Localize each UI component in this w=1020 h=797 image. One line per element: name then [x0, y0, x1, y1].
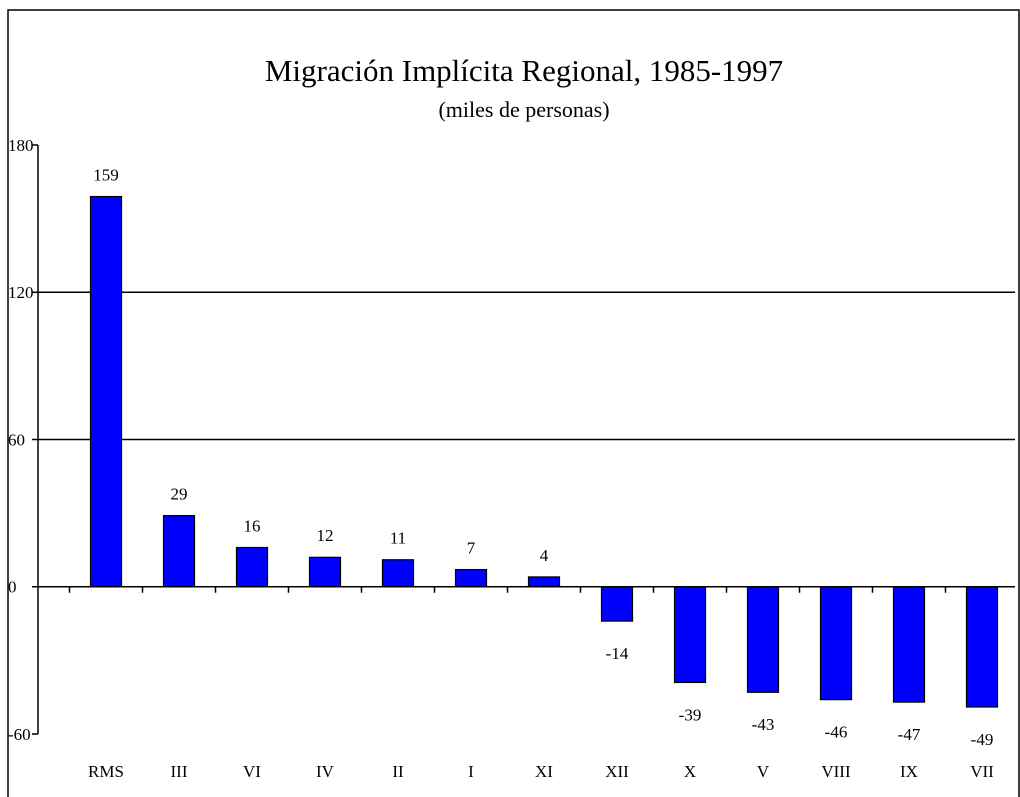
bar	[673, 586, 707, 684]
data-label: 7	[467, 538, 476, 557]
data-label: 12	[317, 526, 334, 545]
y-tick-label: -60	[8, 725, 31, 744]
bar	[819, 586, 853, 701]
bar	[454, 568, 488, 588]
x-tick-label: II	[392, 762, 404, 781]
x-tick-label: RMS	[88, 762, 124, 781]
data-label: 16	[244, 516, 261, 535]
x-tick-label: I	[468, 762, 474, 781]
bar	[746, 586, 780, 693]
data-label: 29	[171, 484, 188, 503]
bar	[892, 586, 926, 703]
data-label: -49	[971, 730, 994, 749]
chart-frame	[7, 9, 1020, 797]
x-tick-label: III	[171, 762, 188, 781]
data-label: 159	[93, 165, 119, 184]
data-label: -14	[606, 644, 629, 663]
x-tick-label: VIII	[821, 762, 851, 781]
data-label: -43	[752, 715, 775, 734]
bar	[965, 586, 999, 708]
bar	[381, 559, 415, 588]
x-tick-label: X	[684, 762, 696, 781]
y-tick-label: 0	[8, 578, 17, 597]
y-tick-label: 180	[8, 136, 34, 155]
bar	[308, 556, 342, 588]
chart-title: Migración Implícita Regional, 1985-1997	[265, 53, 783, 88]
data-label: 4	[540, 546, 549, 565]
x-tick-label: IV	[316, 762, 335, 781]
data-label: 11	[390, 529, 406, 548]
data-label: -46	[825, 723, 848, 742]
x-tick-label: XII	[605, 762, 629, 781]
bar	[527, 576, 561, 588]
bar	[89, 195, 123, 588]
y-tick-label: 120	[8, 283, 34, 302]
x-tick-label: IX	[900, 762, 918, 781]
bar	[162, 514, 196, 588]
chart-subtitle: (miles de personas)	[438, 97, 609, 122]
data-label: -39	[679, 705, 702, 724]
bar	[235, 546, 269, 588]
bar	[600, 586, 634, 622]
x-tick-label: VII	[970, 762, 994, 781]
x-tick-label: VI	[243, 762, 261, 781]
y-tick-label: 60	[8, 430, 25, 449]
x-tick-label: V	[757, 762, 770, 781]
data-label: -47	[898, 725, 921, 744]
x-tick-label: XI	[535, 762, 553, 781]
